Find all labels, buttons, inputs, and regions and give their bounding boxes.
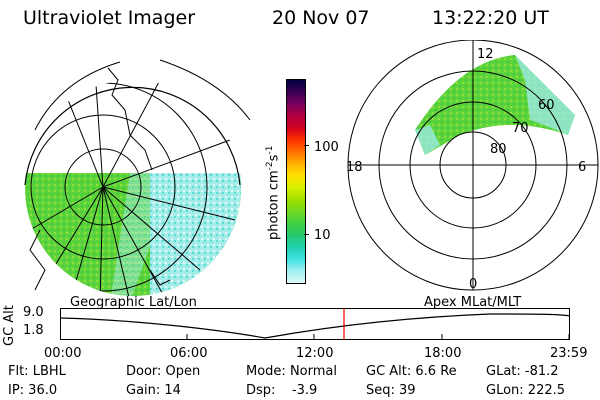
mlat-label-80: 80	[490, 142, 507, 157]
mlt-label-6: 6	[578, 160, 586, 175]
gc-alt-axis-label: GC Alt	[2, 305, 17, 346]
time-tick-1200: 12:00	[296, 346, 334, 361]
colorbar-tick-100: 100	[314, 140, 339, 155]
gain-info: Gain: 14	[126, 383, 181, 398]
magnetic-polar-panel: 12 18 6 0 60 70 80	[346, 40, 599, 292]
time-tick-2359: 23:59	[550, 346, 588, 361]
instrument-title: Ultraviolet Imager	[23, 7, 196, 29]
geographic-map-panel	[24, 59, 251, 296]
gc-alt-info: GC Alt: 6.6 Re	[366, 364, 457, 379]
geographic-projection-label: Geographic Lat/Lon	[70, 295, 197, 310]
mlt-label-0: 0	[469, 277, 477, 292]
seq-info: Seq: 39	[366, 383, 416, 398]
ip-info: IP: 36.0	[8, 383, 58, 398]
time-label: 13:22:20 UT	[432, 7, 549, 29]
time-tick-1800: 18:00	[424, 346, 462, 361]
alt-tick-9: 9.0	[23, 305, 44, 320]
mlt-label-12: 12	[477, 47, 494, 62]
glon-info: GLon: 222.5	[486, 383, 566, 398]
glat-info: GLat: -81.2	[486, 364, 559, 379]
mlat-label-60: 60	[538, 98, 555, 113]
altitude-curve	[60, 313, 571, 339]
time-tick-0600: 06:00	[170, 346, 208, 361]
altitude-plot	[60, 308, 571, 340]
time-tick-0000: 00:00	[44, 346, 82, 361]
colorbar-tick-10: 10	[314, 228, 331, 243]
filter-info: Flt: LBHL	[8, 364, 66, 379]
mode-info: Mode: Normal	[246, 364, 337, 379]
door-info: Door: Open	[126, 364, 201, 379]
colorbar	[286, 79, 306, 284]
mlt-label-18: 18	[346, 160, 363, 175]
date-label: 20 Nov 07	[272, 7, 370, 29]
dsp-info: Dsp: -3.9	[246, 383, 318, 398]
colorbar-unit-label: photon cm-2s-1	[265, 145, 282, 240]
magnetic-projection-label: Apex MLat/MLT	[424, 295, 522, 310]
alt-tick-1-8: 1.8	[23, 323, 44, 338]
mlat-label-70: 70	[512, 121, 529, 136]
